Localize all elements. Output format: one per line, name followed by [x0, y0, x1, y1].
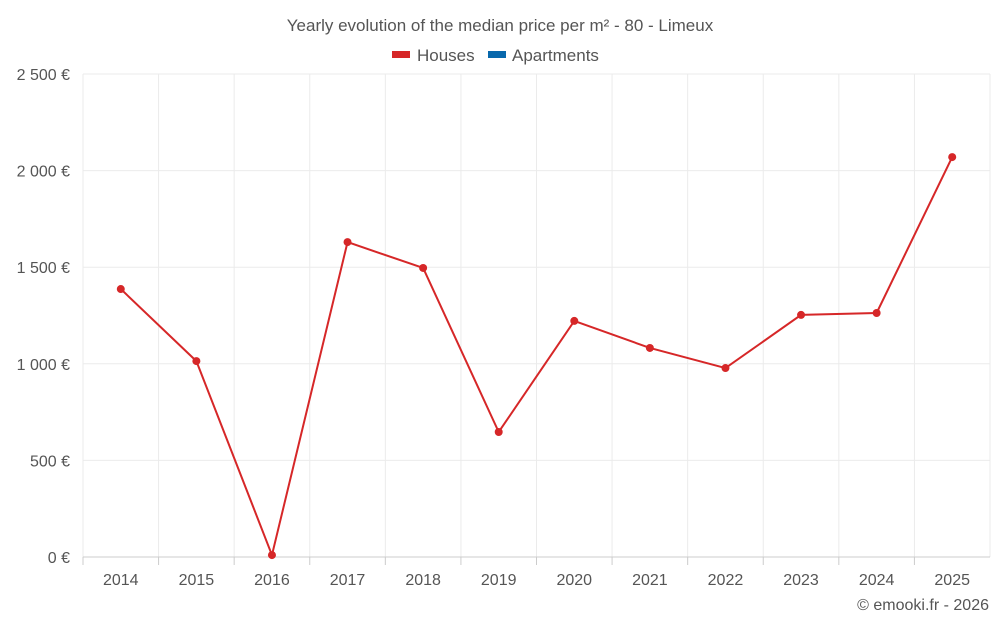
y-tick-label: 0 €: [48, 550, 70, 567]
data-point-houses: [192, 357, 201, 366]
x-tick-label: 2018: [405, 572, 441, 589]
data-point-houses: [721, 364, 730, 373]
data-point-houses: [343, 238, 352, 247]
x-tick-label: 2024: [859, 572, 895, 589]
data-point-houses: [948, 153, 957, 162]
y-tick-label: 1 500 €: [17, 260, 70, 277]
data-point-houses: [645, 343, 654, 352]
legend-label-houses: Houses: [417, 46, 475, 65]
x-tick-label: 2025: [934, 572, 970, 589]
x-axis: 2014 2015 2016 2017 2018 2019 2020 2021 2022 2023…: [82, 556, 990, 589]
y-tick-label: 500 €: [30, 453, 70, 470]
data-point-houses: [797, 310, 806, 319]
y-tick-label: 1 000 €: [17, 357, 70, 374]
x-tick-label: 2020: [556, 572, 592, 589]
x-tick-label: 2023: [783, 572, 819, 589]
x-tick-label: 2014: [103, 572, 139, 589]
series-houses: [116, 153, 957, 560]
x-tick-label: 2017: [330, 572, 366, 589]
data-point-houses: [116, 285, 125, 294]
data-point-houses: [570, 316, 579, 325]
data-point-houses: [419, 263, 428, 272]
y-tick-label: 2 500 €: [17, 67, 70, 84]
chart-title: Yearly evolution of the median price per…: [287, 16, 714, 35]
legend-swatch-houses: [392, 51, 410, 58]
x-tick-label: 2021: [632, 572, 668, 589]
data-point-houses: [872, 308, 881, 317]
data-point-houses: [494, 427, 503, 436]
y-axis: 0 € 500 € 1 000 € 1 500 € 2 000 € 2 500 €: [17, 67, 70, 567]
x-tick-label: 2019: [481, 572, 517, 589]
grid: [82, 73, 991, 557]
data-point-houses: [267, 551, 276, 560]
x-tick-label: 2016: [254, 572, 290, 589]
y-tick-label: 2 000 €: [17, 164, 70, 181]
legend-item-houses[interactable]: Houses: [392, 46, 475, 65]
legend: Houses Apartments: [392, 46, 599, 65]
series-line-houses: [120, 156, 954, 559]
legend-label-apartments: Apartments: [512, 46, 599, 65]
x-tick-label: 2022: [708, 572, 744, 589]
legend-swatch-apartments: [488, 51, 506, 58]
credit: © emooki.fr - 2026: [857, 597, 989, 614]
x-tick-label: 2015: [179, 572, 215, 589]
legend-item-apartments[interactable]: Apartments: [488, 46, 599, 65]
